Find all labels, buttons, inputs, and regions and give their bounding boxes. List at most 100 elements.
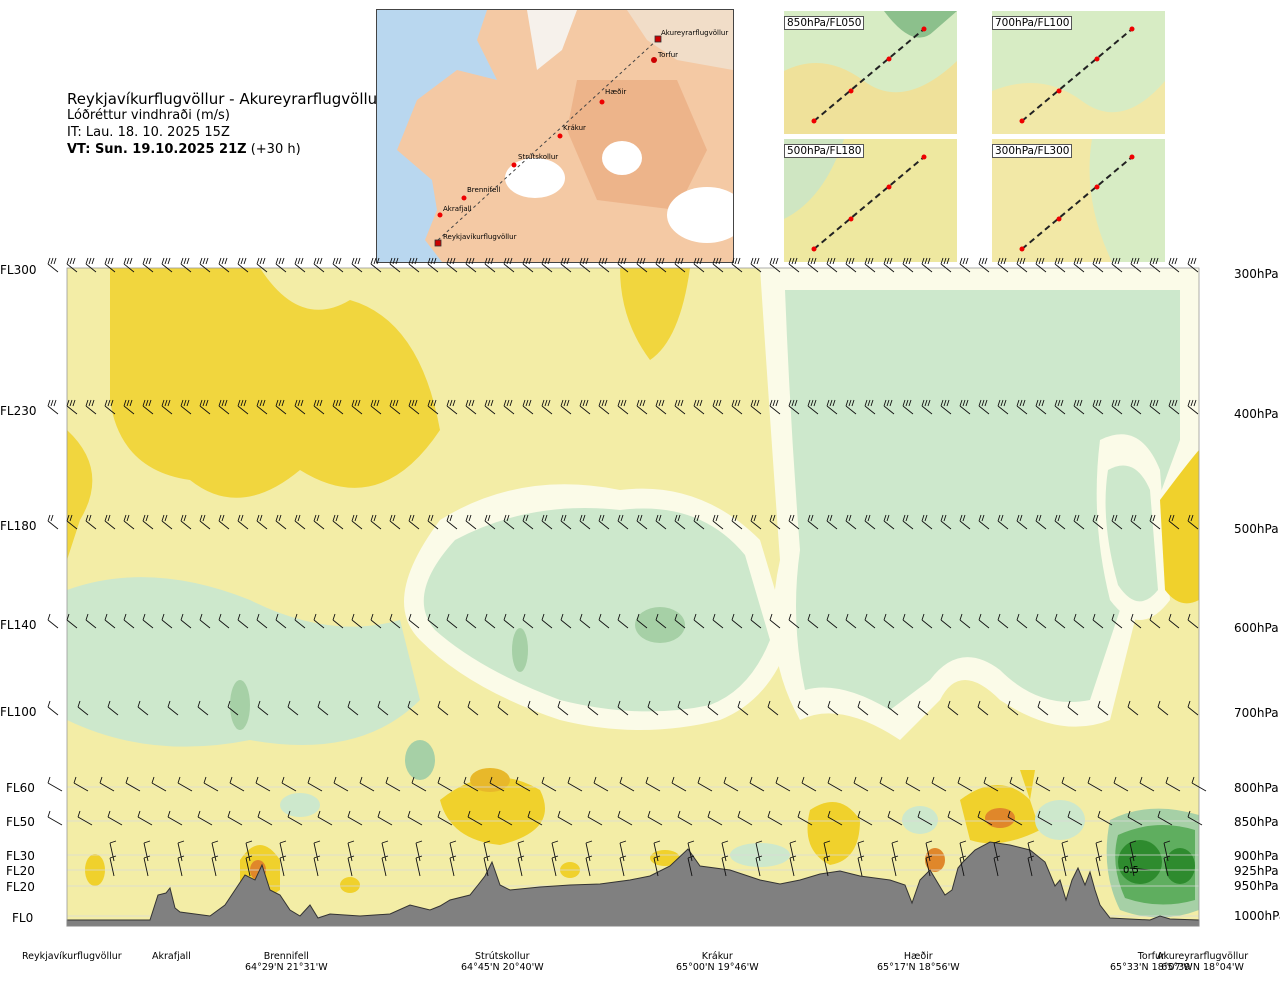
inset-700: 700hPa/FL100 xyxy=(992,11,1165,134)
wind-barb xyxy=(427,514,439,530)
wind-barb xyxy=(712,613,724,629)
map-marker-akrafjall xyxy=(437,212,443,218)
wind-barb xyxy=(585,840,593,862)
wind-barb xyxy=(1095,855,1103,877)
wind-barb xyxy=(1187,700,1199,716)
wind-barb xyxy=(351,399,363,415)
wind-barb xyxy=(541,399,553,415)
wind-barb xyxy=(807,613,819,629)
map-route-points xyxy=(434,35,662,247)
wind-barb xyxy=(161,514,173,530)
wind-barb xyxy=(647,810,663,826)
wind-barb xyxy=(731,514,743,530)
wind-barb xyxy=(1016,514,1028,530)
wind-barb xyxy=(1157,810,1173,826)
inset-850: 850hPa/FL050 xyxy=(784,11,957,134)
wind-barb xyxy=(826,257,838,273)
fl-label: FL60 xyxy=(6,781,35,795)
wind-barb xyxy=(333,776,349,792)
map-marker-akureyri xyxy=(654,35,662,43)
wind-barb xyxy=(256,613,268,629)
wind-barb xyxy=(1035,613,1047,629)
pressure-label: 400hPa xyxy=(1234,407,1279,421)
wind-barb xyxy=(931,776,947,792)
wind-barb xyxy=(347,810,363,826)
wind-barb xyxy=(917,810,933,826)
wind-barb xyxy=(427,257,439,273)
wind-barb xyxy=(411,776,427,792)
wind-barb xyxy=(940,399,952,415)
wind-barb xyxy=(279,840,287,862)
wind-barb xyxy=(797,810,813,826)
wind-barb xyxy=(959,514,971,530)
wind-barb xyxy=(750,613,762,629)
wind-barb xyxy=(446,399,458,415)
inset-300-label: 300hPa/FL300 xyxy=(992,144,1073,158)
wind-barb xyxy=(737,810,753,826)
wind-barb xyxy=(465,613,477,629)
wind-barb xyxy=(557,810,573,826)
wind-barb xyxy=(66,257,78,273)
map-marker-reykjavik xyxy=(434,239,442,247)
wind-barb xyxy=(408,399,420,415)
wind-barb xyxy=(370,613,382,629)
wind-barb xyxy=(517,840,525,862)
wind-barb xyxy=(1111,613,1123,629)
wind-barb xyxy=(797,700,809,716)
wind-barb xyxy=(351,514,363,530)
wind-barb xyxy=(307,776,323,792)
fl-label: FL20 xyxy=(6,864,35,878)
wind-barb xyxy=(905,776,921,792)
wind-barb xyxy=(579,514,591,530)
wind-barb xyxy=(47,810,63,826)
wind-barb xyxy=(107,700,119,716)
wind-barb xyxy=(408,257,420,273)
wind-barb xyxy=(237,613,249,629)
wind-barb xyxy=(294,514,306,530)
wind-barb xyxy=(1157,700,1169,716)
wind-barb xyxy=(427,613,439,629)
wind-barb xyxy=(257,810,273,826)
wind-barb xyxy=(497,700,509,716)
wind-barb xyxy=(587,700,599,716)
route-map: Akureyrarflugvöllur Torfur Hæðir Krákur … xyxy=(376,9,734,263)
wind-barb xyxy=(750,514,762,530)
wind-barb xyxy=(1130,514,1142,530)
valid-time-lead: (+30 h) xyxy=(250,142,301,157)
wind-barb xyxy=(407,810,423,826)
wind-barb xyxy=(1073,399,1085,415)
wind-barb xyxy=(463,776,479,792)
wind-barb xyxy=(313,514,325,530)
wind-barb xyxy=(767,700,779,716)
wind-barb xyxy=(775,776,791,792)
wind-barb xyxy=(1054,399,1066,415)
wind-barb xyxy=(655,399,667,415)
wind-barb xyxy=(1067,700,1079,716)
wind-barb xyxy=(437,776,453,792)
wind-barb xyxy=(788,257,800,273)
wind-barb xyxy=(827,810,843,826)
wind-barb xyxy=(826,399,838,415)
wind-barb xyxy=(85,399,97,415)
wind-barb xyxy=(959,613,971,629)
wind-barb xyxy=(712,257,724,273)
wind-barb xyxy=(1092,257,1104,273)
wind-barb xyxy=(585,855,593,877)
wind-barb xyxy=(143,855,151,877)
wind-barb xyxy=(826,613,838,629)
wind-barb xyxy=(218,257,230,273)
vertical-velocity-field xyxy=(67,268,1199,926)
wind-barb xyxy=(237,514,249,530)
pressure-label: 900hPa xyxy=(1234,849,1279,863)
wind-barb xyxy=(522,514,534,530)
fl-label: FL100 xyxy=(0,705,37,719)
wind-barb xyxy=(1113,776,1129,792)
wind-barb xyxy=(1111,257,1123,273)
wind-barb xyxy=(619,776,635,792)
wind-barb xyxy=(142,399,154,415)
wind-barb xyxy=(167,700,179,716)
wind-barb xyxy=(85,514,97,530)
wind-barb xyxy=(1092,613,1104,629)
wind-barb xyxy=(107,810,123,826)
